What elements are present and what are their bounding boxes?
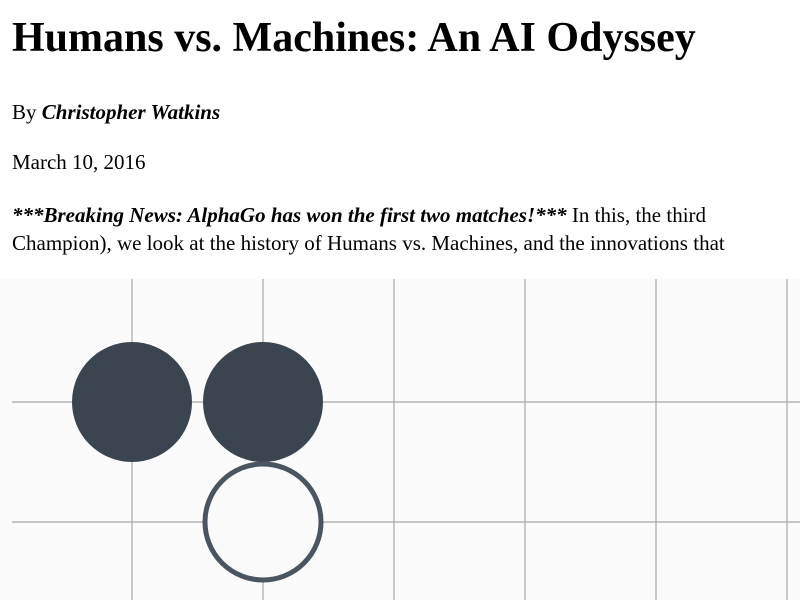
intro-paragraph: ***Breaking News: AlphaGo has won the fi… [12,201,800,257]
board-stones [72,342,324,583]
publish-date: March 10, 2016 [12,150,146,174]
breaking-news: ***Breaking News: AlphaGo has won the fi… [12,203,567,227]
white-stone [202,461,324,583]
intro-line-1: ***Breaking News: AlphaGo has won the fi… [12,201,800,229]
byline-prefix: By [12,100,42,124]
black-stone [203,342,323,462]
black-stone [72,342,192,462]
byline: By Christopher Watkins [12,99,220,125]
go-board-svg [12,279,800,600]
author-name: Christopher Watkins [41,100,221,124]
go-board [0,279,800,600]
article-title: Humans vs. Machines: An AI Odyssey [12,15,696,61]
intro-line-1-text: In this, the third [566,203,707,227]
intro-line-2: Champion), we look at the history of Hum… [12,231,725,255]
